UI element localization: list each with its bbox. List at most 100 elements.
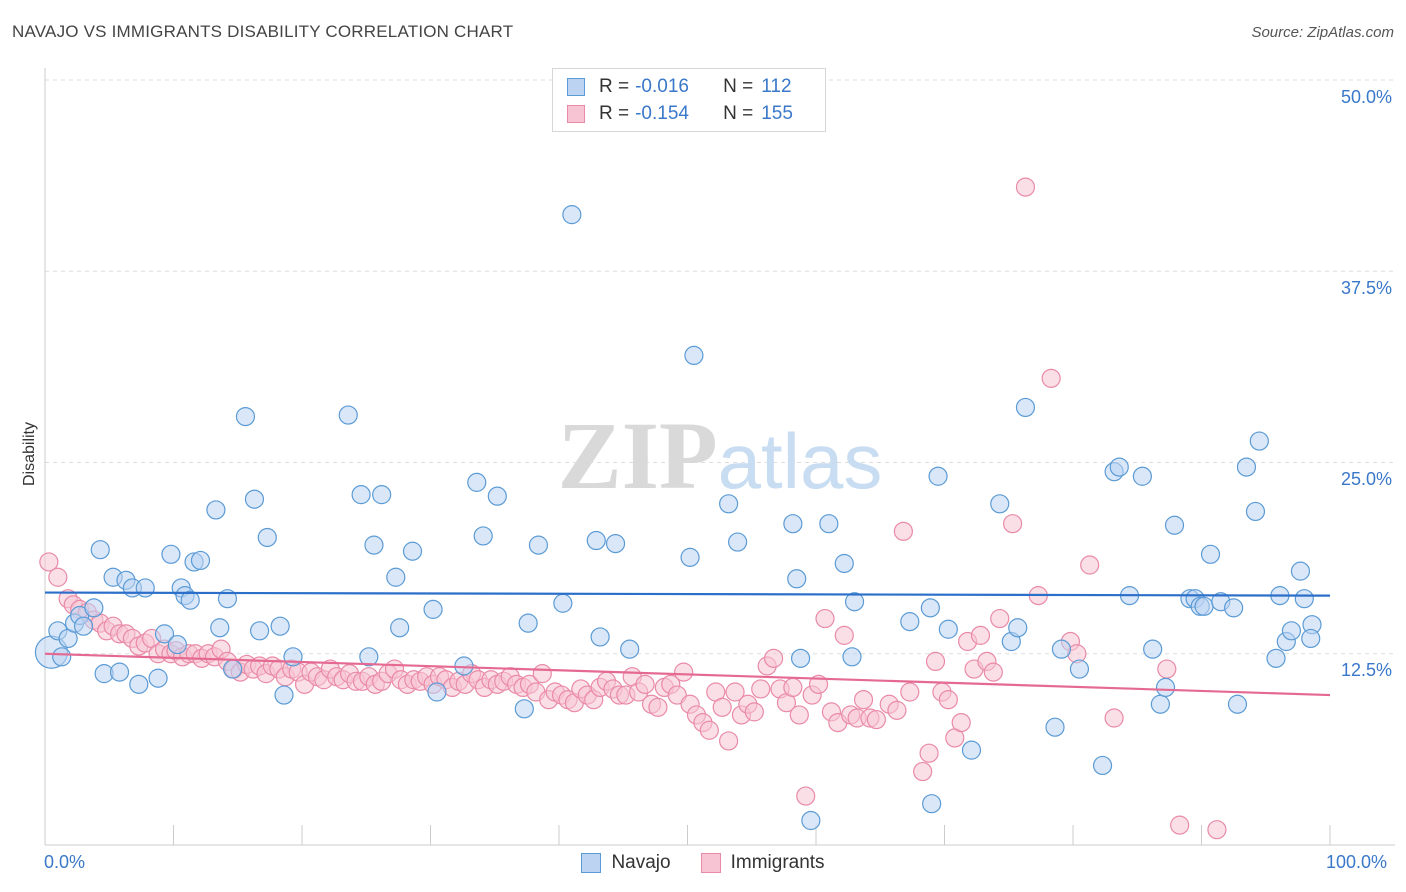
navajo-point <box>928 466 948 486</box>
navajo-point <box>1236 457 1257 477</box>
immigrants-point <box>983 662 1003 682</box>
navajo-point <box>1301 628 1321 649</box>
navajo-point <box>961 740 982 760</box>
immigrants-point <box>783 677 803 698</box>
immigrants-point <box>834 625 854 645</box>
navajo-point <box>1150 694 1170 714</box>
navajo-trend-line <box>44 591 1331 597</box>
navajo-point <box>842 647 862 667</box>
navajo-point <box>90 540 110 560</box>
immigrants-point <box>951 712 971 733</box>
navajo-point <box>244 489 265 509</box>
navajo-swatch <box>581 853 602 873</box>
immigrants-point <box>712 697 732 717</box>
x-tick-label-max: 100.0% <box>1326 852 1388 872</box>
immigrants-point <box>532 664 552 684</box>
navajo-point <box>223 659 243 679</box>
navajo-point <box>274 685 294 705</box>
immigrants-point <box>919 743 939 763</box>
navajo-point <box>364 535 384 555</box>
immigrants-point <box>725 682 745 702</box>
immigrants-point <box>763 648 784 668</box>
immigrants-point <box>1207 820 1227 840</box>
navajo-point <box>514 699 534 719</box>
axes <box>44 68 1395 846</box>
navajo-point <box>990 494 1010 514</box>
immigrants-point <box>1170 815 1190 835</box>
navajo-point <box>1109 457 1129 477</box>
n-label: N = <box>723 103 754 124</box>
n-value: 112 <box>761 76 792 97</box>
immigrants-point <box>1157 659 1177 679</box>
navajo-point <box>427 682 447 702</box>
immigrants-point <box>938 690 958 710</box>
navajo-point <box>1143 639 1163 659</box>
navajo-point <box>586 530 606 551</box>
navajo-point <box>938 619 958 639</box>
n-label: N = <box>723 76 754 97</box>
stats-row-immigrants: R = -0.154 N = 155 <box>567 101 793 127</box>
navajo-point <box>1227 694 1248 714</box>
navajo-point <box>1045 717 1065 737</box>
navajo-point <box>52 647 72 667</box>
navajo-point <box>386 567 406 587</box>
navajo-point <box>423 599 443 619</box>
immigrants-swatch <box>567 105 585 123</box>
navajo-point <box>900 612 920 632</box>
immigrants-swatch <box>700 853 721 873</box>
navajo-point <box>467 472 487 492</box>
immigrants-trend-line <box>44 652 1331 697</box>
y-tick-label: 25.0% <box>1340 469 1392 489</box>
navajo-point <box>84 598 104 618</box>
immigrants-point <box>1003 514 1023 534</box>
n-value: 155 <box>761 103 793 124</box>
navajo-point <box>528 535 549 555</box>
legend-item-navajo[interactable]: Navajo <box>581 852 671 874</box>
navajo-point <box>783 514 803 534</box>
navajo-point <box>728 532 748 552</box>
navajo-point <box>235 407 256 427</box>
immigrants-point <box>39 552 59 572</box>
navajo-point <box>1245 501 1266 522</box>
immigrants-point <box>887 700 907 720</box>
navajo-point <box>257 527 277 548</box>
navajo-point <box>270 616 290 636</box>
immigrants-point <box>719 731 739 751</box>
navajo-point <box>109 662 130 682</box>
watermark: ZIPatlas <box>558 402 883 509</box>
navajo-point <box>148 668 168 688</box>
navajo-point <box>359 647 379 667</box>
immigrants-point <box>853 690 874 710</box>
navajo-point <box>920 598 940 618</box>
legend-label: Immigrants <box>730 852 825 873</box>
navajo-point <box>1294 589 1314 609</box>
navajo-point <box>1069 659 1090 679</box>
legend-item-immigrants[interactable]: Immigrants <box>700 852 825 874</box>
r-value: -0.016 <box>635 76 689 97</box>
navajo-point <box>217 589 238 609</box>
immigrants-point <box>893 521 913 541</box>
navajo-point <box>1249 431 1269 451</box>
navajo-point <box>518 613 538 633</box>
navajo-point <box>1266 648 1286 668</box>
stats-row-navajo: R = -0.016 N = 112 <box>567 74 792 100</box>
y-tick-label: 50.0% <box>1340 87 1392 107</box>
immigrants-point <box>815 608 835 629</box>
bottom-legend: Navajo Immigrants <box>0 852 1406 874</box>
navajo-point <box>1008 618 1028 638</box>
navajo-point <box>590 627 610 647</box>
navajo-swatch <box>567 78 585 96</box>
navajo-point <box>283 647 303 667</box>
navajo-point <box>135 578 155 598</box>
navajo-point <box>1051 639 1072 659</box>
navajo-point <box>1132 466 1152 486</box>
immigrants-point <box>1041 368 1061 388</box>
navajo-point <box>1164 515 1185 535</box>
navajo-point <box>390 618 410 638</box>
navajo-points <box>34 205 1322 831</box>
source-note: Source: ZipAtlas.com <box>1251 24 1394 41</box>
immigrants-point <box>1104 708 1124 728</box>
navajo-point <box>684 345 704 365</box>
navajo-point <box>1092 755 1113 776</box>
